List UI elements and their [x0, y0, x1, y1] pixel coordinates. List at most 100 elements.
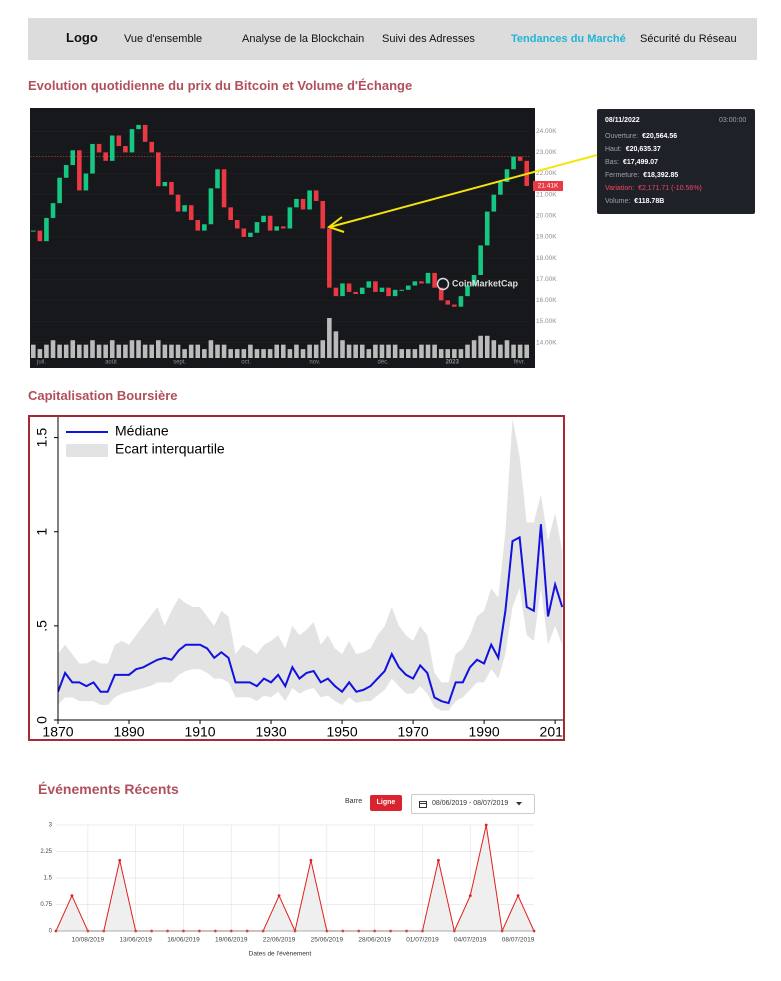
candle	[50, 203, 56, 218]
volume-bar	[44, 344, 49, 358]
volume-bar	[31, 344, 36, 358]
date-range: 08/06/2019 - 08/07/2019	[432, 800, 509, 807]
y-tick-label: 23.00K	[536, 149, 557, 156]
volume-bar	[221, 344, 227, 358]
y-tick-label: 21.00K	[536, 191, 557, 198]
y-tick-label: 20.00K	[536, 213, 557, 220]
volume-bar	[182, 349, 187, 358]
volume-bar	[50, 340, 56, 358]
candle	[392, 289, 398, 297]
x-tick-label: 1870	[42, 724, 73, 740]
volume-bar	[208, 340, 214, 358]
candle	[77, 150, 82, 191]
candle	[202, 224, 207, 231]
candle	[359, 287, 365, 295]
candle	[261, 215, 266, 223]
y-tick-label: 19.00K	[536, 234, 557, 241]
volume-bar	[432, 344, 437, 358]
candle	[248, 232, 253, 237]
candle	[511, 156, 516, 170]
candlestick-chart: 14.00K 15.00K 16.00K 17.00K 18.00K 19.00K 20.0…	[30, 108, 563, 368]
volume-bar	[313, 344, 319, 358]
candle	[517, 156, 523, 161]
volume-bar	[524, 344, 529, 358]
candle	[37, 230, 43, 242]
point	[277, 894, 281, 898]
volume-bar	[438, 349, 444, 358]
volume-bar	[373, 344, 378, 358]
candle	[215, 169, 220, 189]
y-tick-label: 1.5	[44, 876, 53, 882]
candle	[221, 169, 227, 208]
nav-item[interactable]: Suivi des Adresses	[382, 33, 475, 45]
line-chart: 0 0.75 1.5 2.25 3 10/08/2019 13/06/2019 16/06/2…	[40, 823, 536, 958]
tooltip-value: €2,171.71 (-10.56%)	[638, 185, 702, 192]
volume-bar	[63, 344, 69, 358]
point	[437, 858, 440, 862]
candle	[445, 300, 451, 305]
volume-bar	[267, 349, 273, 358]
candle	[175, 194, 181, 212]
volume-bar	[498, 344, 503, 358]
candle	[478, 245, 483, 275]
candle	[109, 135, 115, 161]
logo[interactable]: Logo	[66, 30, 98, 45]
x-tick-label: 28/06/2019	[358, 937, 391, 944]
volume-bar	[77, 344, 82, 358]
candle	[465, 285, 470, 297]
x-tick-label: 13/06/2019	[119, 937, 152, 944]
line-toggle[interactable]: Ligne	[370, 795, 402, 811]
y-tick-label: 15.00K	[536, 318, 557, 325]
candle	[96, 143, 102, 153]
point	[70, 894, 74, 898]
candle	[484, 211, 490, 246]
volume-bar	[149, 344, 154, 358]
volume-bar	[399, 349, 404, 358]
x-tick-label: 1950	[326, 724, 357, 740]
line-band-chart: 0 .5 1 1.5 1870 1890 1910 1930 1950 1970 1990 2010 M…	[28, 415, 565, 741]
volume-bar	[511, 344, 516, 358]
candle	[241, 228, 247, 237]
bar-toggle[interactable]: Barre	[345, 798, 363, 805]
volume-bar	[419, 344, 424, 358]
nav-item[interactable]: Tendances du Marché	[511, 33, 626, 45]
volume-bar	[412, 349, 418, 358]
volume-bar	[300, 349, 306, 358]
candle	[438, 287, 444, 301]
volume-bar	[195, 344, 201, 358]
candle	[267, 215, 273, 231]
x-tick-label: 19/06/2019	[215, 937, 248, 944]
volume-bar	[294, 344, 299, 358]
candle	[274, 226, 279, 231]
candle	[129, 129, 135, 153]
x-tick-label: nov.	[309, 360, 320, 366]
volume-bar	[188, 344, 194, 358]
point	[118, 858, 122, 862]
candle	[169, 181, 174, 195]
x-tick-label: 1990	[469, 724, 500, 740]
candle	[373, 281, 378, 292]
x-tick-label: 1890	[113, 724, 144, 740]
candle	[195, 220, 201, 231]
volume-bar	[320, 340, 326, 358]
candle	[346, 283, 352, 292]
candle	[412, 281, 418, 286]
volume-bar	[248, 344, 253, 358]
volume-bar	[109, 340, 115, 358]
x-tick-label: 01/07/2019	[406, 937, 439, 944]
nav-item[interactable]: Vue d'ensemble	[124, 33, 203, 45]
section-title: Capitalisation Boursière	[28, 388, 178, 403]
candle	[83, 173, 89, 191]
y-tick-label: 18.00K	[536, 255, 557, 262]
date-range-picker[interactable]: 08/06/2019 - 08/07/2019	[411, 794, 535, 814]
volume-bar	[458, 349, 464, 358]
candle	[208, 188, 214, 225]
nav-item[interactable]: Sécurité du Réseau	[640, 33, 737, 45]
nav-item[interactable]: Analyse de la Blockchain	[242, 33, 365, 45]
candle	[353, 291, 358, 295]
chart-border	[28, 415, 565, 741]
candle	[142, 124, 148, 142]
point	[484, 823, 488, 827]
volume-bar	[175, 344, 181, 358]
candle	[340, 283, 345, 297]
